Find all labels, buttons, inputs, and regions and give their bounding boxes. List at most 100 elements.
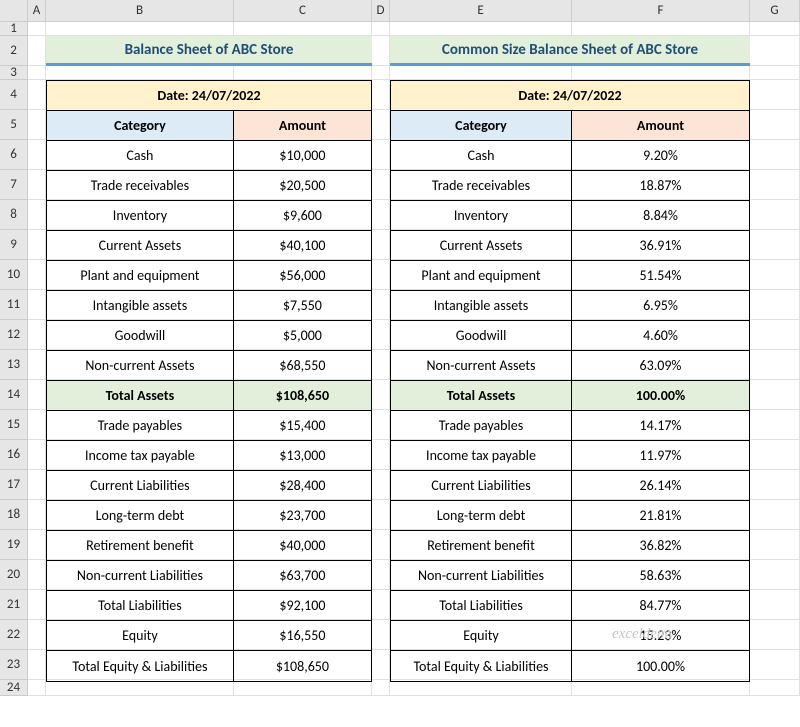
cell[interactable] [372,110,390,140]
cell[interactable] [750,36,800,66]
category-cell[interactable]: Total Liabilities [391,591,572,621]
cell[interactable] [372,66,390,80]
category-cell[interactable]: Trade payables [391,411,572,441]
amount-cell[interactable]: 26.14% [572,471,749,501]
cell[interactable] [46,22,234,36]
cell[interactable] [372,560,390,590]
cell[interactable] [750,560,800,590]
cell[interactable] [750,410,800,440]
category-cell[interactable]: Total Assets [391,381,572,411]
amount-cell[interactable]: 84.77% [572,591,749,621]
category-cell[interactable]: Total Assets [47,381,234,411]
amount-cell[interactable]: $108,650 [234,381,371,411]
cell[interactable] [28,560,46,590]
cell[interactable] [28,230,46,260]
category-cell[interactable]: Cash [391,141,572,171]
cell[interactable] [28,410,46,440]
amount-cell[interactable]: 14.17% [572,411,749,441]
cell[interactable] [390,680,572,696]
category-cell[interactable]: Plant and equipment [47,261,234,291]
amount-cell[interactable]: $9,600 [234,201,371,231]
category-cell[interactable]: Plant and equipment [391,261,572,291]
category-cell[interactable]: Inventory [391,201,572,231]
cell[interactable] [28,22,46,36]
amount-cell[interactable]: $5,000 [234,321,371,351]
cell[interactable] [390,22,572,36]
category-cell[interactable]: Intangible assets [391,291,572,321]
cell[interactable] [372,80,390,110]
cell[interactable] [28,320,46,350]
cell[interactable] [28,500,46,530]
cell[interactable] [372,380,390,410]
category-cell[interactable]: Current Assets [391,231,572,261]
category-cell[interactable]: Non-current Liabilities [391,561,572,591]
header-category[interactable]: Category [391,111,572,141]
row-header-19[interactable]: 19 [0,530,28,560]
category-cell[interactable]: Retirement benefit [391,531,572,561]
cell[interactable] [750,230,800,260]
cell[interactable] [390,66,572,80]
cell[interactable] [372,440,390,470]
amount-cell[interactable]: $40,000 [234,531,371,561]
cell[interactable] [372,650,390,680]
category-cell[interactable]: Income tax payable [391,441,572,471]
amount-cell[interactable]: 100.00% [572,651,749,681]
column-header-C[interactable]: C [234,0,372,22]
cell[interactable] [372,36,390,66]
amount-cell[interactable]: $7,550 [234,291,371,321]
cell[interactable] [372,22,390,36]
cell[interactable] [28,110,46,140]
cell[interactable] [28,80,46,110]
cell[interactable] [750,110,800,140]
row-header-11[interactable]: 11 [0,290,28,320]
cell[interactable] [750,260,800,290]
date-cell[interactable]: Date: 24/07/2022 [391,81,749,111]
row-header-24[interactable]: 24 [0,680,28,696]
header-amount[interactable]: Amount [572,111,749,141]
cell[interactable] [750,470,800,500]
row-header-21[interactable]: 21 [0,590,28,620]
amount-cell[interactable]: $20,500 [234,171,371,201]
amount-cell[interactable]: $16,550 [234,621,371,651]
cell[interactable] [234,22,372,36]
amount-cell[interactable]: 21.81% [572,501,749,531]
amount-cell[interactable]: 18.87% [572,171,749,201]
cell[interactable] [750,66,800,80]
amount-cell[interactable]: $23,700 [234,501,371,531]
amount-cell[interactable]: 58.63% [572,561,749,591]
cell[interactable] [750,590,800,620]
row-header-3[interactable]: 3 [0,66,28,80]
cell[interactable] [750,440,800,470]
cell[interactable] [372,350,390,380]
header-category[interactable]: Category [47,111,234,141]
cell[interactable] [28,200,46,230]
cell[interactable] [28,620,46,650]
row-header-2[interactable]: 2 [0,36,28,66]
cell[interactable] [372,140,390,170]
cell[interactable] [372,590,390,620]
cell[interactable] [372,410,390,440]
cell[interactable] [372,170,390,200]
category-cell[interactable]: Intangible assets [47,291,234,321]
category-cell[interactable]: Non-current Assets [47,351,234,381]
cell[interactable] [750,22,800,36]
amount-cell[interactable]: 51.54% [572,261,749,291]
column-header-B[interactable]: B [46,0,234,22]
row-header-17[interactable]: 17 [0,470,28,500]
amount-cell[interactable]: 11.97% [572,441,749,471]
amount-cell[interactable]: $40,100 [234,231,371,261]
column-header-A[interactable]: A [28,0,46,22]
row-header-7[interactable]: 7 [0,170,28,200]
cell[interactable] [750,170,800,200]
category-cell[interactable]: Long-term debt [391,501,572,531]
cell[interactable] [234,680,372,696]
category-cell[interactable]: Non-current Assets [391,351,572,381]
category-cell[interactable]: Equity [47,621,234,651]
cell[interactable] [750,140,800,170]
cell[interactable] [750,290,800,320]
cell[interactable] [372,200,390,230]
row-header-8[interactable]: 8 [0,200,28,230]
cell[interactable] [372,260,390,290]
cell[interactable] [372,290,390,320]
cell[interactable] [750,500,800,530]
